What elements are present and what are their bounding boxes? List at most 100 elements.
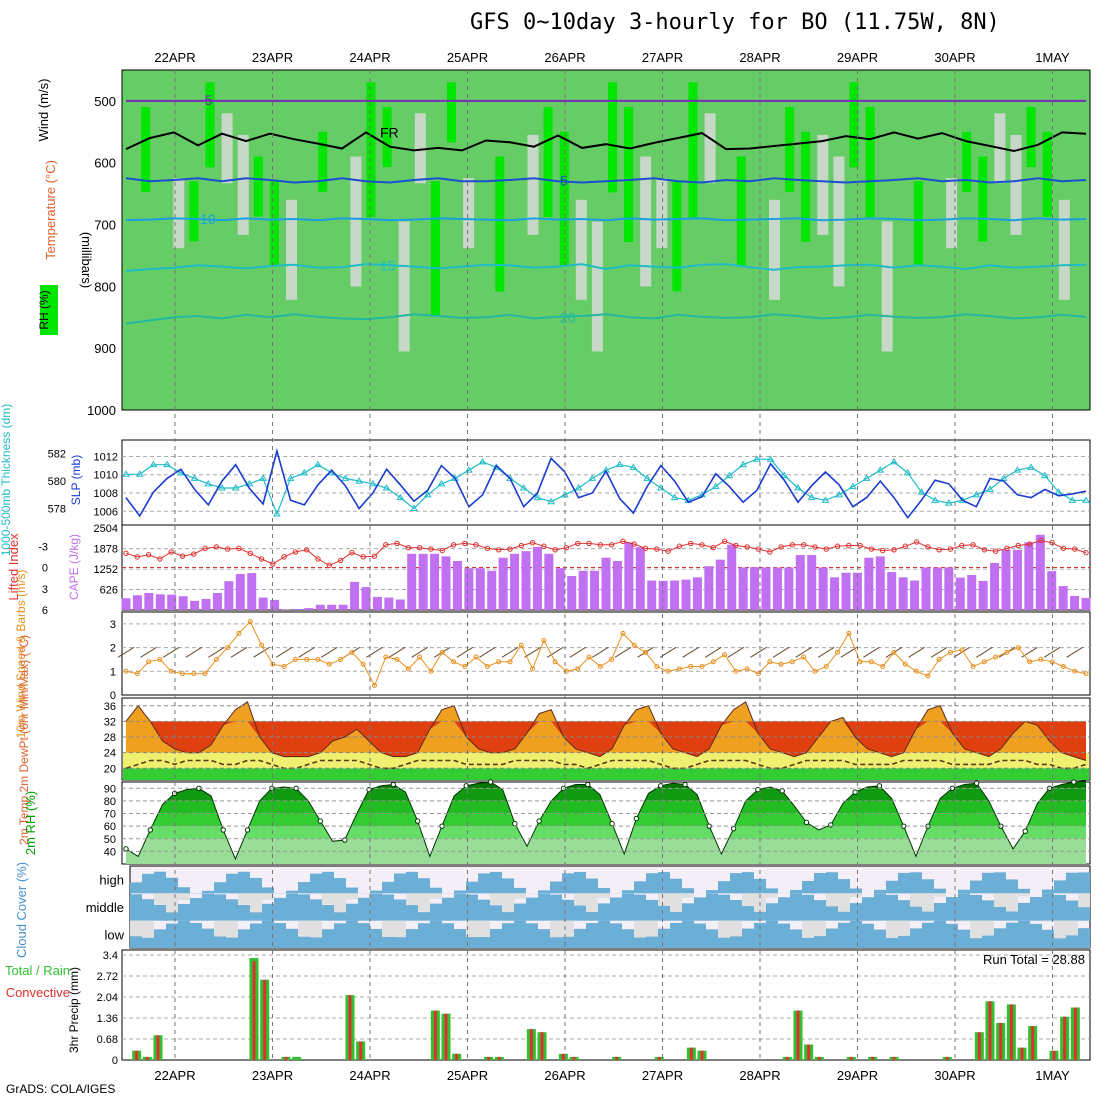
- li-point: [439, 547, 445, 554]
- wind-barb: [479, 646, 496, 658]
- rh-moist-patch: [688, 82, 698, 218]
- cloud-gap: [910, 893, 922, 907]
- cloud-block: [694, 897, 706, 921]
- li-point: [800, 542, 807, 548]
- slp-tick-label: 1012: [94, 451, 118, 463]
- date-label-top: 29APR: [837, 50, 878, 65]
- date-label-top: 1MAY: [1035, 50, 1070, 65]
- date-label-top: 28APR: [739, 50, 780, 65]
- thickness-point: [862, 474, 871, 481]
- cape-bar: [521, 551, 531, 610]
- pressure-tick-label: 500: [94, 94, 116, 109]
- slp-tick-label: 1010: [94, 470, 118, 482]
- precip-total-bar: [292, 1056, 302, 1060]
- slp-thickness-panel: 578 580 582 1006 1008 1010 1012 1000-500mb Thi…: [0, 404, 1091, 556]
- rh-dry-patch: [704, 113, 716, 184]
- rh-band: [126, 813, 1086, 827]
- cloud-block: [694, 923, 706, 948]
- cloud-block: [862, 923, 874, 948]
- thickness-point: [711, 482, 720, 490]
- date-label-bottom: 1MAY: [1035, 1068, 1070, 1083]
- cape-bar: [944, 567, 954, 610]
- cloud-block: [646, 873, 658, 894]
- cloud-gap: [1018, 893, 1030, 897]
- temperature-side-label: Temperature (°C): [43, 160, 58, 260]
- cloud-block: [262, 887, 274, 894]
- thickness-tick-label: 582: [48, 449, 66, 461]
- cape-bar: [201, 598, 211, 610]
- isotherm-label: 5: [560, 172, 568, 188]
- precip-conv-bar: [348, 995, 352, 1060]
- precip-panel: 0 0.68 1.36 2.04 2.72 3.4 3hr Precip (mm) Tot…: [5, 949, 1091, 1067]
- thickness-point: [780, 471, 789, 479]
- precip-conv-bar: [945, 1056, 949, 1060]
- cloud-gap: [574, 893, 586, 906]
- thickness-point: [821, 496, 830, 503]
- li-tick-label: 0: [42, 563, 48, 575]
- rh-dry-patch: [1058, 199, 1070, 300]
- cape-bar: [978, 580, 988, 610]
- cape-bar: [395, 599, 405, 610]
- cloud-block: [250, 923, 262, 948]
- thickness-point: [643, 474, 652, 481]
- cloud-block: [790, 929, 802, 948]
- isotherm-label: 15: [380, 258, 396, 274]
- cloud-block: [586, 923, 598, 948]
- pressure-tick-label: 1000: [87, 403, 116, 418]
- wind-barb: [208, 646, 225, 658]
- wind-tick-label: 0: [110, 690, 116, 702]
- rh-dry-patch: [575, 199, 587, 300]
- cloud-block: [790, 893, 802, 921]
- li-point: [665, 548, 671, 554]
- rh-moist-patch: [559, 131, 569, 267]
- slp-tick-label: 1006: [94, 506, 118, 518]
- cloud-gap: [298, 920, 310, 937]
- slp-axis-label: SLP (mb): [69, 455, 83, 505]
- rh-dry-patch: [1010, 134, 1022, 235]
- cloud-block: [742, 905, 754, 921]
- li-point: [575, 540, 581, 547]
- thickness-point: [1027, 463, 1036, 470]
- cloud-gap: [886, 920, 898, 939]
- wind-side-label: Wind (m/s): [36, 79, 51, 142]
- wind-barb: [930, 646, 948, 658]
- rh-dry-patch: [881, 221, 893, 352]
- rh-side-label: RH (%): [37, 290, 51, 329]
- thickness-point: [1040, 471, 1049, 479]
- thickness-point: [931, 496, 940, 503]
- li-point: [529, 540, 536, 546]
- wind-speed-point: [473, 654, 479, 660]
- temp-fill: [126, 701, 1086, 761]
- cloud-block: [454, 890, 466, 894]
- wind-speed-point: [801, 654, 807, 660]
- precip-conv-bar: [849, 1056, 853, 1060]
- cape-bar: [350, 581, 360, 610]
- wind-speed-point: [360, 661, 366, 667]
- cloud-block: [958, 889, 970, 894]
- cloud-block: [994, 928, 1006, 948]
- li-point: [1026, 541, 1033, 547]
- cloud-block: [1066, 933, 1078, 948]
- cloud-block: [802, 880, 814, 894]
- cape-bar: [772, 567, 782, 610]
- cloud-gap: [1066, 920, 1078, 936]
- cloud-block: [478, 873, 490, 894]
- cape-bar: [590, 570, 600, 610]
- wind-speed-point: [202, 671, 208, 677]
- li-point: [981, 547, 988, 553]
- rh-moist-patch: [978, 156, 988, 242]
- cape-bar: [1035, 534, 1045, 610]
- rh-point: [390, 781, 397, 788]
- date-label-bottom: 23APR: [252, 1068, 293, 1083]
- li-point: [507, 546, 513, 552]
- cloud-block: [478, 899, 490, 921]
- date-label-bottom: 26APR: [544, 1068, 585, 1083]
- rh-point: [536, 818, 542, 824]
- rh-dry-patch: [817, 134, 829, 235]
- cloud-gap: [1006, 893, 1018, 912]
- wind-speed-point: [1038, 656, 1044, 662]
- cloud-block: [670, 923, 682, 948]
- cloud-block: [682, 888, 694, 894]
- li-point: [642, 545, 649, 552]
- cloud-gap: [334, 893, 346, 913]
